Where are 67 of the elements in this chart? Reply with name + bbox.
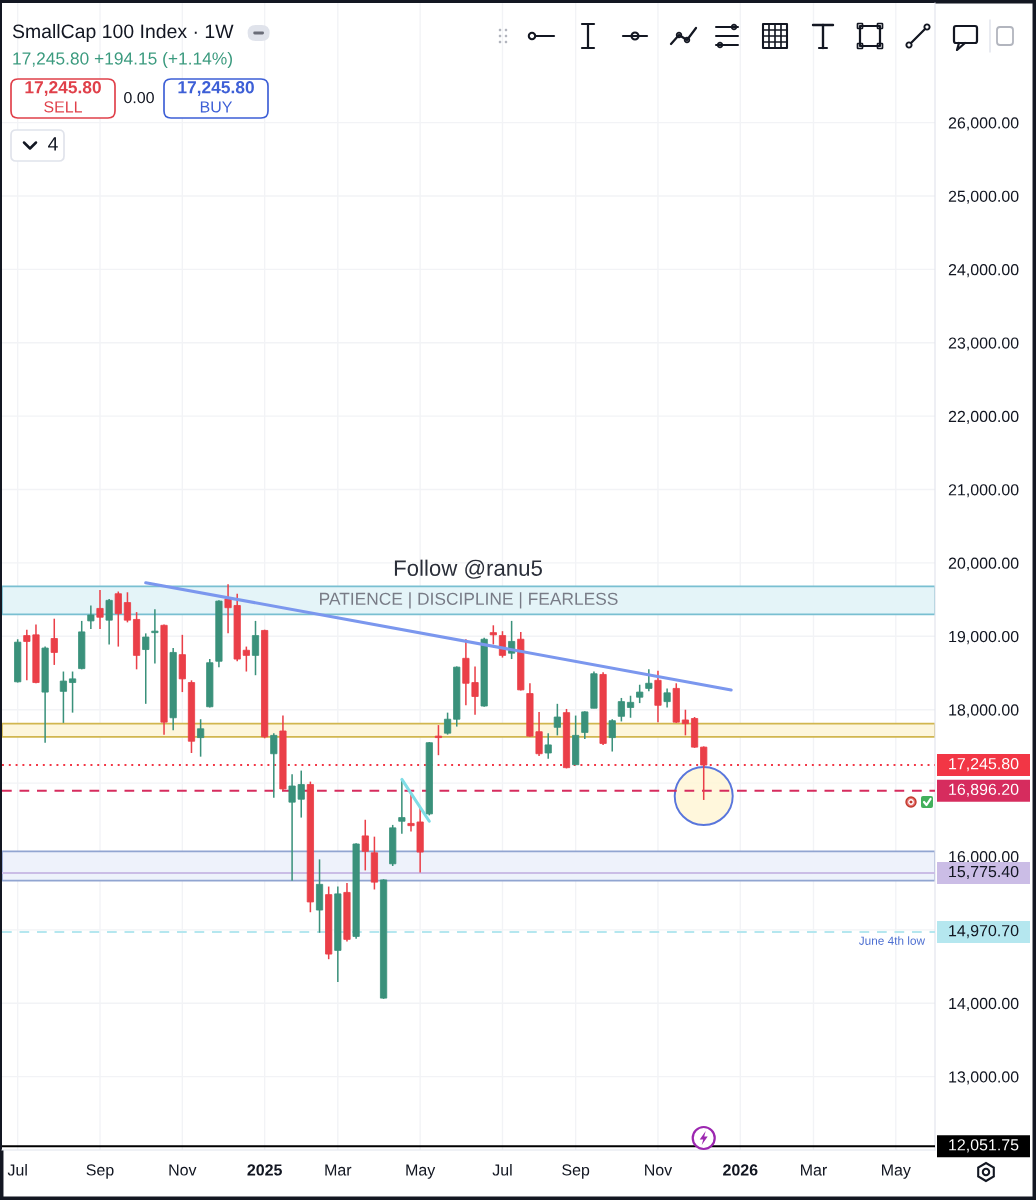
ref-line-label: 15,775.40 <box>949 865 1019 880</box>
candlestick <box>197 718 205 758</box>
candlestick <box>434 724 443 756</box>
y-tick-label: 16,000.00 <box>949 851 1019 865</box>
candlestick <box>114 590 122 648</box>
ref-line-label: 12,051.75 <box>949 1139 1019 1153</box>
candlestick <box>87 604 95 630</box>
annotation: Follow @ranu5 <box>394 559 542 579</box>
text: 17,245.80 +194.15 (+1.14%) <box>13 51 232 69</box>
y-tick-label: 13,000.00 <box>949 1071 1019 1085</box>
ref-line-label: 16,896.20 <box>949 783 1019 797</box>
candlestick <box>361 819 369 872</box>
y-tick-label: 18,000.00 <box>949 704 1019 718</box>
annotation: 4 <box>48 137 58 151</box>
y-tick-label: 26,000.00 <box>948 117 1019 131</box>
annotation: 0.00 <box>124 91 154 104</box>
y-tick-label: 25,000.00 <box>948 190 1019 204</box>
candlestick <box>645 668 653 693</box>
candlestick <box>59 670 67 724</box>
y-tick-label: 19,000.00 <box>949 630 1019 645</box>
x-tick-label: Sep <box>86 1164 114 1179</box>
candlestick <box>444 711 452 736</box>
candlestick <box>489 624 497 646</box>
x-tick-label: Mar <box>325 1164 352 1176</box>
candlestick <box>123 591 132 624</box>
y-tick-label: 23,000.00 <box>948 337 1019 351</box>
candlestick <box>553 703 561 737</box>
annotation: 17,245.80 BUY <box>178 81 254 113</box>
x-tick-label: 2025 <box>247 1164 282 1176</box>
candlestick <box>68 670 77 714</box>
candlestick <box>617 697 625 723</box>
candlestick <box>581 710 589 740</box>
candlestick <box>700 745 708 801</box>
text: SmallCap 100 Index · 1W <box>12 23 234 43</box>
annotation: 17,245.80 SELL <box>25 81 101 113</box>
candlestick <box>105 598 113 646</box>
candlestick <box>608 718 616 753</box>
x-tick-label: Nov <box>645 1164 673 1176</box>
annotation: June 4th low <box>858 936 926 945</box>
x-tick-label: Jul <box>7 1163 27 1176</box>
ref-line-label: 14,970.70 <box>949 924 1019 939</box>
x-tick-label: Jul <box>492 1163 512 1176</box>
y-tick-label: 24,000.00 <box>948 264 1019 278</box>
x-tick-label: Sep <box>562 1164 590 1179</box>
candlestick <box>636 683 644 704</box>
x-tick-label: Nov <box>169 1164 197 1176</box>
band-label: PATIENCE | DISCIPLINE | FEARLESS <box>320 592 618 609</box>
candlestick <box>142 632 150 705</box>
y-tick-label: 22,000.00 <box>948 410 1019 424</box>
candlestick <box>270 732 278 799</box>
candlestick <box>251 620 260 676</box>
x-tick-label: May <box>882 1164 911 1179</box>
x-tick-label: Mar <box>801 1164 827 1176</box>
candlestick <box>242 645 250 673</box>
y-tick-label: 20,000.00 <box>948 557 1019 571</box>
ref-line-label: 17,245.80 <box>949 758 1019 772</box>
candlestick <box>151 608 159 665</box>
candlestick <box>681 708 689 737</box>
x-tick-label: May <box>406 1164 436 1179</box>
y-tick-label: 21,000.00 <box>948 484 1019 498</box>
y-tick-label: 14,000.00 <box>949 997 1019 1012</box>
candlestick <box>96 589 104 630</box>
candlestick <box>663 687 671 709</box>
candlestick <box>50 617 58 666</box>
candlestick <box>626 694 635 719</box>
x-tick-label: 2026 <box>723 1164 758 1176</box>
candlestick <box>544 732 552 760</box>
